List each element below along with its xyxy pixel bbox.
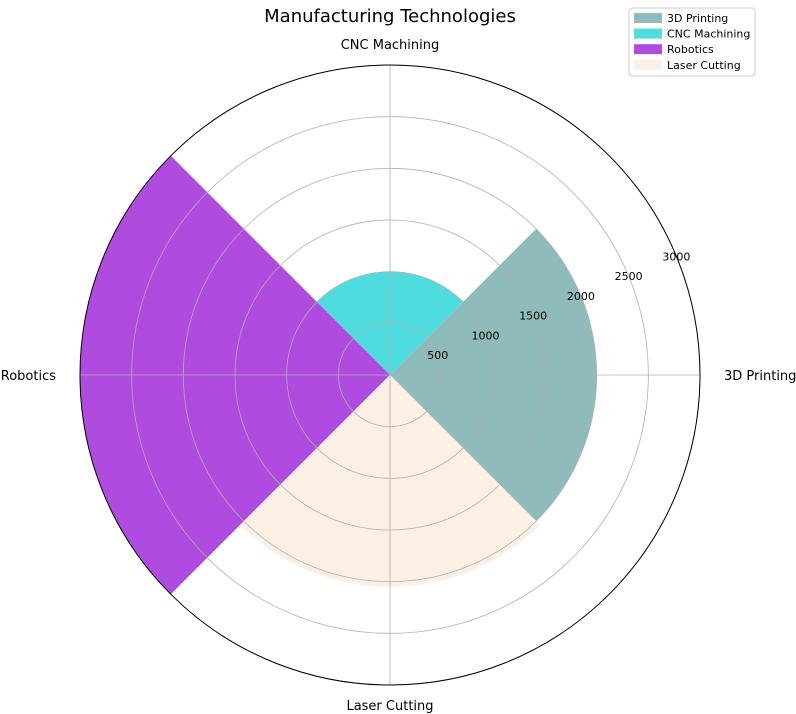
radial-tick-label: 1500 xyxy=(519,310,547,323)
radial-tick-label: 2500 xyxy=(615,270,643,283)
legend-label-cnc-machining: CNC Machining xyxy=(667,28,750,41)
legend-swatch-laser-cutting xyxy=(634,59,662,70)
category-label-laser-cutting: Laser Cutting xyxy=(346,699,433,714)
category-label-robotics: Robotics xyxy=(1,369,56,384)
radial-tick-label: 1000 xyxy=(471,329,499,342)
radial-tick-label: 2000 xyxy=(567,290,595,303)
category-label-cnc-machining: CNC Machining xyxy=(341,38,440,53)
legend-label-robotics: Robotics xyxy=(667,43,714,56)
legend: 3D Printing CNC Machining Robotics Laser Cu… xyxy=(628,7,756,77)
chart-title: Manufacturing Technologies xyxy=(264,6,516,27)
radial-tick-labels: 500 1000 1500 2000 2500 3000 xyxy=(427,250,690,362)
outer-frame xyxy=(79,64,701,686)
legend-box xyxy=(628,7,756,77)
legend-label-3d-printing: 3D Printing xyxy=(667,12,728,25)
legend-label-laser-cutting: Laser Cutting xyxy=(667,59,741,72)
radial-tick-label: 500 xyxy=(427,349,448,362)
category-labels: 3D Printing CNC Machining Robotics Laser Cu… xyxy=(1,38,796,714)
legend-swatch-robotics xyxy=(634,44,662,55)
category-label-3d-printing: 3D Printing xyxy=(724,369,796,384)
legend-swatch-3d-printing xyxy=(634,13,662,23)
radial-tick-label: 3000 xyxy=(662,250,690,263)
legend-swatch-cnc-machining xyxy=(634,28,662,39)
